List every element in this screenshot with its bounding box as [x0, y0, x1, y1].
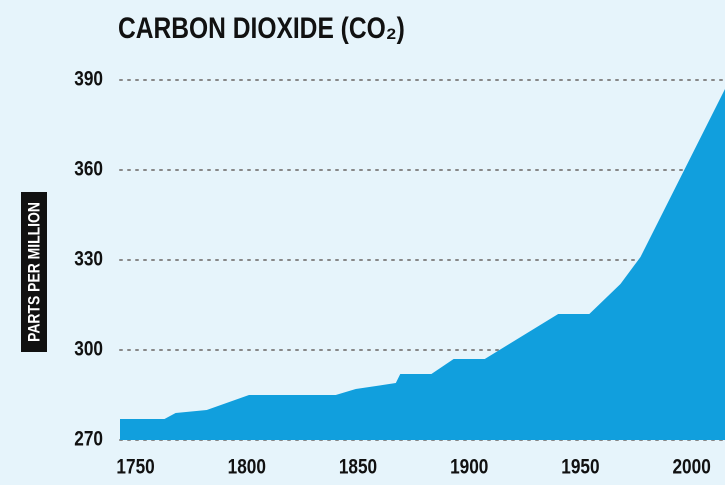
- y-tick-label: 330: [74, 248, 103, 271]
- x-tick-label: 1750: [116, 456, 154, 479]
- x-tick-label: 2000: [672, 456, 710, 479]
- y-tick-label: 300: [74, 338, 103, 361]
- y-axis-label-box: [21, 192, 47, 352]
- y-axis-label: PARTS PER MILLION: [25, 202, 44, 342]
- y-axis-label-group: PARTS PER MILLION: [21, 192, 47, 352]
- y-tick-label: 270: [74, 428, 103, 451]
- chart-title: CARBON DIOXIDE (CO₂): [118, 11, 405, 45]
- x-tick-label: 1900: [450, 456, 488, 479]
- x-tick-label: 1800: [228, 456, 266, 479]
- area: [120, 89, 725, 440]
- y-tick-label: 360: [74, 158, 103, 181]
- x-tick-label: 1950: [561, 456, 599, 479]
- x-tick-label: 1850: [339, 456, 377, 479]
- y-tick-label: 390: [74, 68, 103, 91]
